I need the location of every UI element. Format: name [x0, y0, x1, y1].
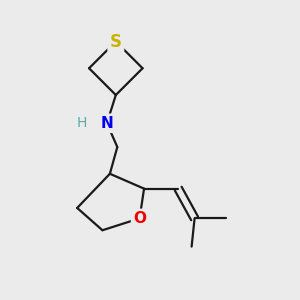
Text: H: H: [76, 116, 87, 130]
Text: S: S: [110, 32, 122, 50]
Text: N: N: [100, 116, 113, 131]
Text: O: O: [133, 211, 146, 226]
